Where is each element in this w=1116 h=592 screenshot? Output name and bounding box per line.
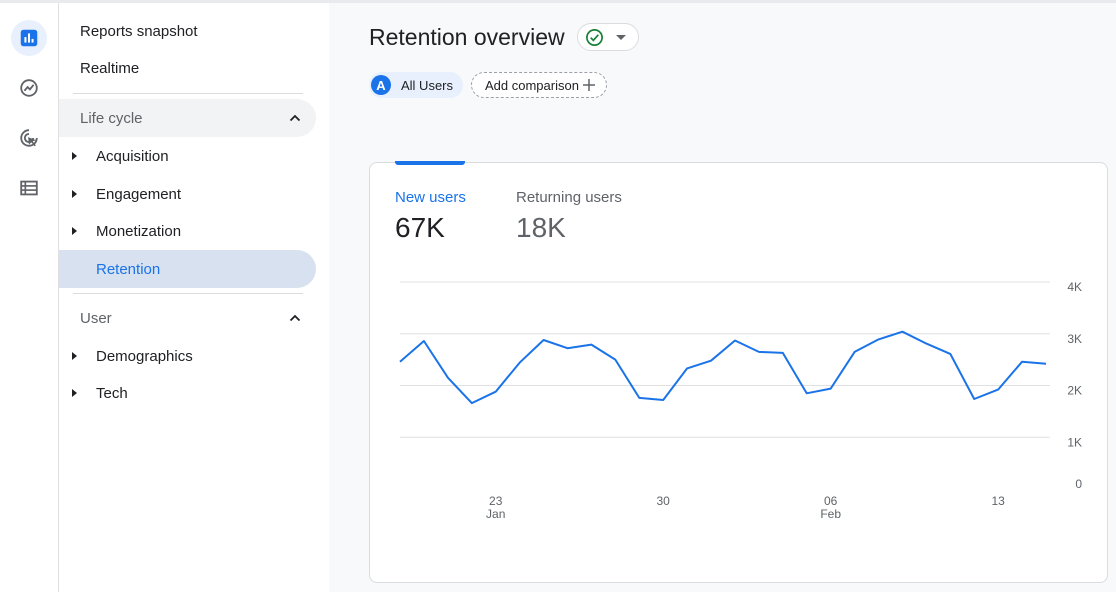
nav-item-label: Engagement (96, 185, 182, 203)
nav-reports-snapshot[interactable]: Reports snapshot (80, 22, 198, 40)
y-tick-label: 3K (1067, 332, 1082, 346)
advertising-button[interactable] (11, 120, 47, 156)
configure-icon (20, 180, 38, 196)
nav-item-acquisition[interactable]: Acquisition (59, 137, 316, 175)
nav-divider (73, 293, 303, 294)
x-tick-label: 23 (489, 494, 503, 508)
x-tick-label: 13 (991, 494, 1005, 508)
metric-tab-returning-users[interactable]: Returning users 18K (516, 189, 622, 244)
segment-label: All Users (401, 77, 454, 93)
explore-button[interactable] (11, 70, 47, 106)
icon-rail (0, 3, 59, 592)
add-comparison-label: Add comparison (485, 77, 579, 93)
nav-divider (73, 93, 303, 94)
explore-icon (20, 79, 38, 97)
expand-arrow-icon (72, 190, 77, 198)
nav-item-label: Tech (96, 384, 128, 402)
add-comparison-button[interactable]: Add comparison (471, 72, 607, 98)
metric-label: New users (395, 189, 466, 206)
series-line-new-users (399, 330, 1047, 405)
advertising-icon (20, 129, 38, 147)
nav-item-label: Retention (96, 260, 161, 278)
chevron-up-icon (289, 114, 301, 122)
nav-item-retention[interactable]: Retention (59, 250, 316, 288)
nav-item-engagement[interactable]: Engagement (59, 175, 316, 213)
x-tick-month-label: Jan (486, 507, 505, 521)
x-tick-label: 06 (824, 494, 838, 508)
active-tab-indicator (395, 161, 465, 165)
metric-value: 18K (516, 212, 566, 243)
segment-letter-badge: A (371, 75, 391, 95)
caret-down-icon (616, 35, 626, 40)
y-tick-label: 0 (1075, 477, 1082, 491)
x-tick-label: 30 (657, 494, 671, 508)
configure-button[interactable] (11, 170, 47, 206)
retention-card: New users 67K Returning users 18K 4K 3K 2K… (369, 161, 1108, 583)
section-label: Life cycle (80, 109, 143, 127)
y-tick-label: 1K (1067, 435, 1082, 449)
section-life-cycle[interactable]: Life cycle (59, 99, 316, 137)
segment-chip-all-users[interactable]: A All Users (369, 72, 463, 98)
nav-item-tech[interactable]: Tech (59, 374, 316, 412)
section-label: User (80, 309, 112, 327)
section-user[interactable]: User (59, 299, 316, 337)
check-circle-icon (586, 29, 603, 46)
y-tick-label: 4K (1067, 280, 1082, 294)
reports-button[interactable] (11, 20, 47, 56)
metric-value: 67K (395, 212, 445, 243)
page-title: Retention overview (369, 24, 565, 50)
expand-arrow-icon (72, 152, 77, 160)
expand-arrow-icon (72, 352, 77, 360)
status-dropdown[interactable] (577, 23, 639, 51)
plus-icon (583, 79, 595, 91)
x-tick-month-label: Feb (820, 507, 841, 521)
expand-arrow-icon (72, 389, 77, 397)
y-tick-label: 2K (1067, 384, 1082, 398)
nav-item-demographics[interactable]: Demographics (59, 337, 316, 375)
nav-item-label: Demographics (96, 347, 193, 365)
nav-item-monetization[interactable]: Monetization (59, 212, 316, 250)
reports-nav: Reports snapshot Realtime Life cycle Acq… (59, 3, 329, 592)
top-border (0, 0, 1116, 3)
chevron-up-icon (289, 314, 301, 322)
reports-icon (20, 29, 38, 47)
nav-item-label: Acquisition (96, 147, 169, 165)
expand-arrow-icon (72, 227, 77, 235)
metric-tab-new-users[interactable]: New users 67K (395, 189, 466, 244)
metric-label: Returning users (516, 189, 622, 206)
nav-realtime[interactable]: Realtime (80, 59, 140, 77)
nav-item-label: Monetization (96, 222, 182, 240)
